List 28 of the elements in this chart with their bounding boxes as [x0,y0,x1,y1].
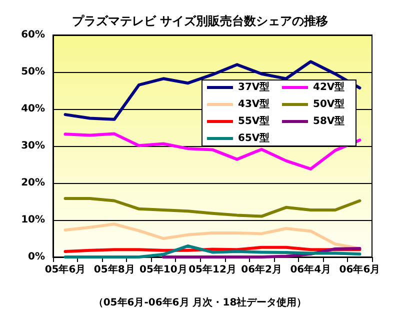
y-tick-label: 60% [21,30,45,40]
y-tick-label: 20% [21,178,45,188]
y-tick-label: 10% [21,214,45,226]
line-series [162,246,362,258]
legend-label: 42V型 [313,81,345,93]
x-tick-label: 05年10月 [140,264,188,276]
x-tick-label: 05年8月 [94,264,135,276]
y-tick-label: 30% [21,140,45,152]
line-series [64,244,362,258]
y-tick-label: 40% [21,104,45,114]
legend-label: 65V型 [238,132,270,144]
y-tick-label: 0% [28,252,45,262]
legend-label: 58V型 [313,115,345,127]
x-tick-label: 06年4月 [290,264,332,276]
line-series [64,132,362,170]
legend-label: 37V型 [238,81,270,93]
x-tick-label: 05年12月 [188,264,236,276]
legend-label: 55V型 [238,115,270,127]
legend-label: 43V型 [238,98,270,110]
y-tick-label: 50% [21,66,45,78]
text: （05年6月-06年6月 月次・18社データ使用） [93,296,307,308]
line-series [64,222,362,250]
x-tick-label: 05年6月 [44,264,86,276]
x-tick-label: 06年2月 [241,264,282,276]
legend-label: 50V型 [313,98,345,110]
line-series [64,197,362,218]
x-tick-label: 06年6月 [339,264,380,276]
chart-title: プラズマテレビ サイズ別販売台数シェアの推移 [72,14,328,28]
